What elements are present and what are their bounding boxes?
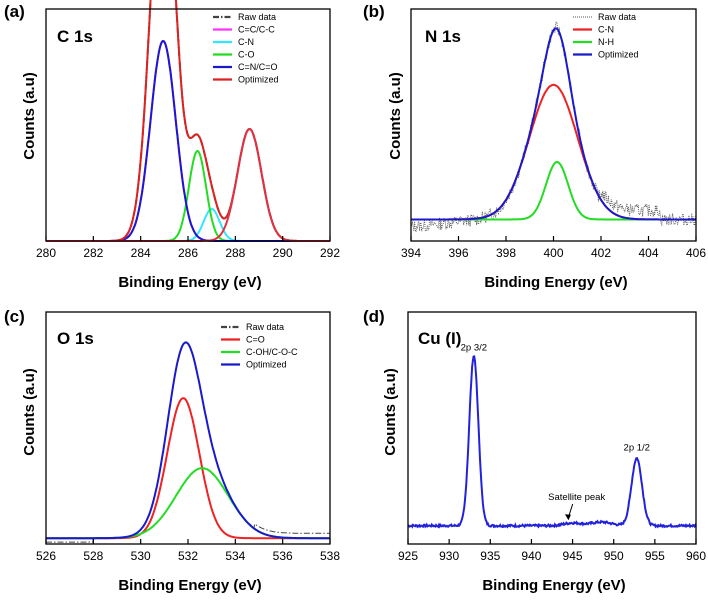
legend-label: Optimized (598, 50, 639, 60)
xlabel-a: Binding Energy (eV) (118, 274, 261, 291)
annotation-label: 2p 1/2 (624, 443, 650, 454)
xtick-label-c: 538 (320, 549, 340, 563)
xticks-a: 280 282 284 286 288 290 292 (36, 236, 340, 260)
xtick-label-b: 402 (591, 246, 611, 260)
legend-label: Optimized (238, 75, 279, 85)
legend-label: C-OH/C-O-C (246, 347, 298, 357)
panel-title-c: O 1s (57, 329, 94, 348)
frame-b (410, 8, 697, 242)
panel-title-a: C 1s (57, 27, 93, 46)
curves-c (46, 341, 330, 543)
xticks-b: 394 396 398 400 402 404 406 (401, 236, 706, 260)
frame-c (45, 311, 331, 545)
xtick-label-b: 406 (686, 246, 706, 260)
xtick-label-b: 396 (448, 246, 468, 260)
legend-label: C-N (238, 37, 254, 47)
panel-n1s: (b) N 1s Counts (a.u) Binding Energy (eV… (363, 2, 706, 291)
series-c-raw-data (46, 341, 330, 543)
panel-letter-b: (b) (363, 2, 385, 21)
xtick-label-a: 280 (36, 246, 56, 260)
series-c-c-oh-c-o-c (46, 467, 330, 540)
series-c-c-o (46, 397, 330, 540)
series-b-n-h (411, 160, 696, 221)
xtick-label-d: 940 (521, 549, 541, 563)
legend-label: C=O (246, 335, 265, 345)
legend-label: C-N (598, 25, 614, 35)
series-c-optimized (46, 341, 330, 540)
legend-label: Optimized (246, 360, 287, 370)
series-b-raw-data (410, 21, 697, 232)
xticks-c: 526 528 530 532 534 536 538 (36, 539, 340, 563)
xtick-label-a: 290 (273, 246, 293, 260)
xtick-label-a: 288 (225, 246, 245, 260)
legend-b: Raw data C-N N-H Optimized (573, 12, 639, 60)
xtick-label-a: 284 (131, 246, 151, 260)
xtick-label-d: 960 (686, 549, 706, 563)
xtick-label-d: 930 (439, 549, 459, 563)
annotation-label: Satellite peak (548, 492, 605, 503)
ylabel-d: Counts (a.u) (382, 368, 399, 456)
xtick-label-a: 286 (178, 246, 198, 260)
annotations-d: 2p 3/2 2p 1/2 Satellite peak (461, 342, 650, 521)
xtick-label-b: 400 (543, 246, 563, 260)
curves-d (407, 355, 697, 529)
series-b-c-n (411, 83, 696, 221)
xtick-label-c: 532 (178, 549, 198, 563)
annotation-arrowhead (564, 514, 571, 521)
series-a-c-n-c-o (46, 39, 330, 242)
xtick-label-c: 536 (273, 549, 293, 563)
annotation-label: 2p 3/2 (461, 342, 487, 353)
legend-label: C-O (238, 50, 255, 60)
panel-letter-d: (d) (363, 307, 385, 326)
xticks-d: 925 930 935 940 945 950 955 960 (398, 539, 706, 563)
xtick-label-a: 282 (83, 246, 103, 260)
panel-title-d: Cu (I) (418, 329, 461, 348)
legend-label: N-H (598, 37, 614, 47)
series-a-c-o (46, 149, 330, 242)
ylabel-c: Counts (a.u) (21, 368, 38, 456)
ylabel-a: Counts (a.u) (21, 72, 38, 160)
xtick-label-c: 530 (131, 549, 151, 563)
panel-title-b: N 1s (425, 27, 461, 46)
legend-label: C=N/C=O (238, 62, 278, 72)
legend-c: Raw data C=O C-OH/C-O-C Optimized (221, 322, 298, 370)
xtick-label-d: 935 (480, 549, 500, 563)
legend-label: Raw data (238, 12, 276, 22)
xtick-label-d: 950 (604, 549, 624, 563)
xlabel-c: Binding Energy (eV) (118, 577, 261, 594)
legend-label: Raw data (598, 12, 636, 22)
curves-b (410, 21, 697, 232)
xtick-label-c: 528 (83, 549, 103, 563)
series-a-extra (46, 127, 330, 242)
frame-a (45, 8, 331, 242)
xtick-label-b: 398 (496, 246, 516, 260)
xtick-label-d: 955 (645, 549, 665, 563)
xtick-label-c: 534 (225, 549, 245, 563)
xlabel-b: Binding Energy (eV) (484, 274, 627, 291)
frame-d (407, 311, 697, 545)
xtick-label-b: 404 (638, 246, 658, 260)
panel-letter-c: (c) (4, 307, 25, 326)
ylabel-b: Counts (a.u) (387, 72, 404, 160)
legend-label: C=C/C-C (238, 25, 275, 35)
panel-cu: (d) Cu (I) Counts (a.u) Binding Energy (… (363, 307, 706, 594)
xtick-label-c: 526 (36, 549, 56, 563)
series-b-optimized (411, 27, 696, 221)
xtick-label-d: 945 (563, 549, 583, 563)
legend-label: Raw data (246, 322, 284, 332)
xtick-label-a: 292 (320, 246, 340, 260)
legend-a: Raw data C=C/C-C C-N C-O C=N/C=O Optimized (213, 12, 279, 85)
panel-o1s: (c) O 1s Counts (a.u) Binding Energy (eV… (4, 307, 340, 594)
series-d-cu-i-spectrum (407, 355, 697, 529)
panel-c1s: (a) C 1s Counts (a.u) Binding Energy (eV… (4, 0, 340, 291)
panel-letter-a: (a) (4, 2, 25, 21)
xtick-label-d: 925 (398, 549, 418, 563)
xtick-label-b: 394 (401, 246, 421, 260)
xlabel-d: Binding Energy (eV) (482, 577, 625, 594)
